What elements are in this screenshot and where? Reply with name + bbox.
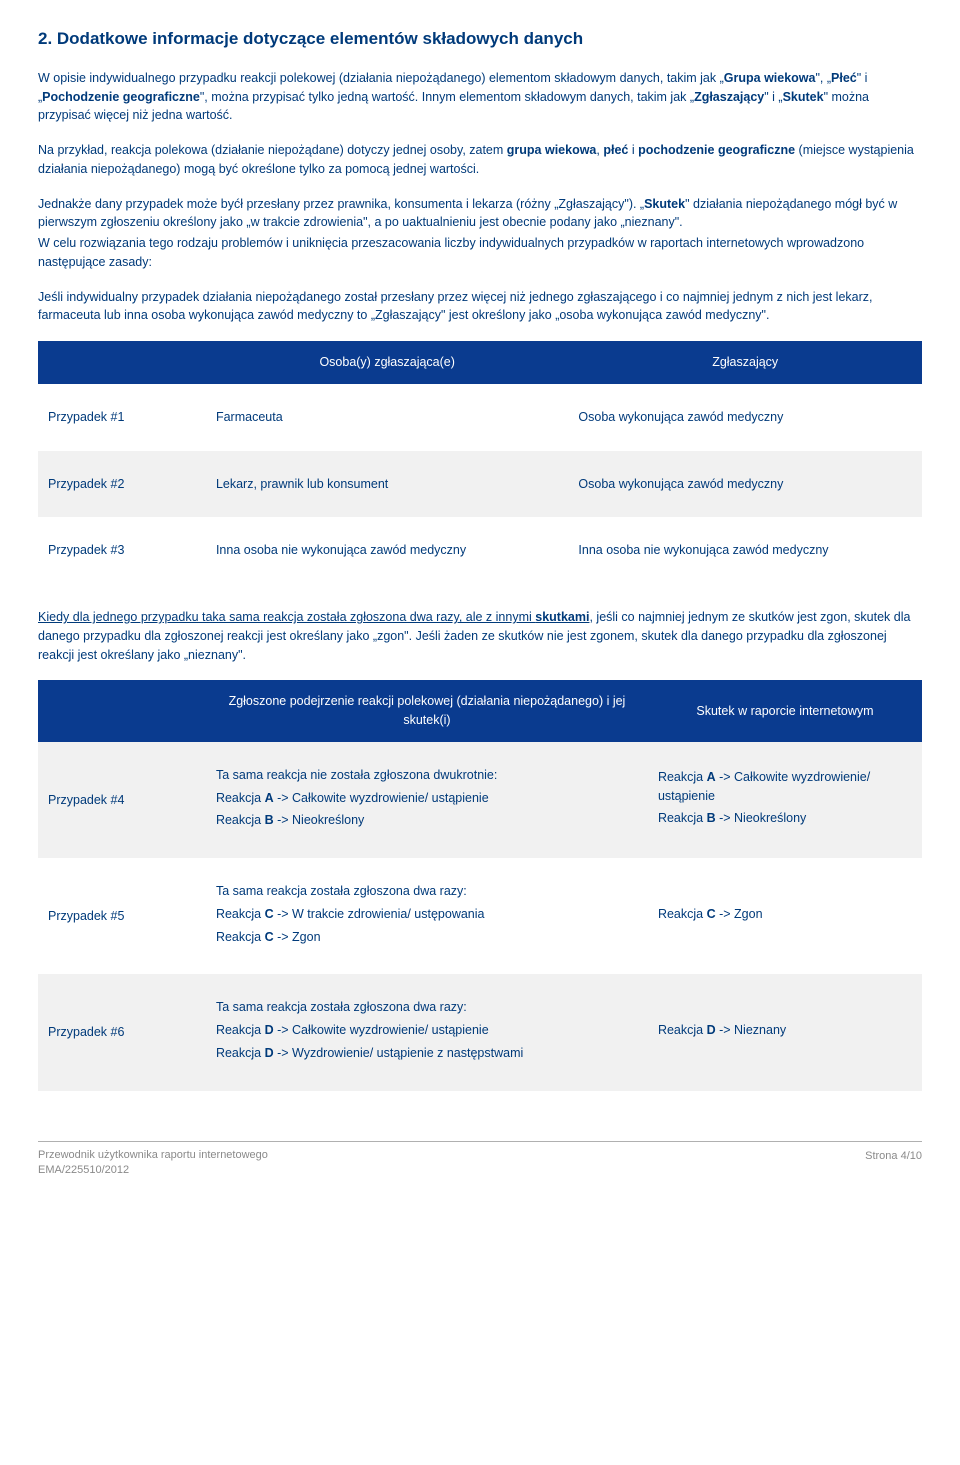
term-pochodzenie: pochodzenie geograficzne: [638, 143, 795, 157]
table-row: Przypadek #5 Ta sama reakcja została zgł…: [38, 858, 922, 974]
paragraph-2: Na przykład, reakcja polekowa (działanie…: [38, 141, 922, 179]
text: Reakcja B -> Nieokreślony: [216, 811, 638, 830]
text: Ta sama reakcja została zgłoszona dwa ra…: [216, 998, 638, 1017]
table-row: Przypadek #6 Ta sama reakcja została zgł…: [38, 974, 922, 1090]
case-label: Przypadek #3: [38, 517, 206, 584]
text: Reakcja D -> Wyzdrowienie/ ustąpienie z …: [216, 1044, 638, 1063]
term-skutek: Skutek: [644, 197, 685, 211]
paragraph-5: Kiedy dla jednego przypadku taka sama re…: [38, 608, 922, 664]
page-footer: Przewodnik użytkownika raportu interneto…: [38, 1141, 922, 1179]
footer-left: Przewodnik użytkownika raportu interneto…: [38, 1148, 268, 1179]
cell-reporter: Inna osoba nie wykonująca zawód medyczny: [206, 517, 568, 584]
term-skutek: Skutek: [783, 90, 824, 104]
text: Reakcja A -> Całkowite wyzdrowienie/ ust…: [216, 789, 638, 808]
text: Jednakże dany przypadek może byćł przesł…: [38, 197, 644, 211]
footer-page: Strona 4/10: [865, 1148, 922, 1179]
cell-reporter: Lekarz, prawnik lub konsument: [206, 451, 568, 518]
header-skutek: Skutek w raporcie internetowym: [648, 680, 922, 742]
header-zglaszajacy: Zgłaszający: [568, 341, 922, 384]
text: Reakcja A -> Całkowite wyzdrowienie/ ust…: [658, 768, 912, 806]
table-outcome: Zgłoszone podejrzenie reakcji polekowej …: [38, 680, 922, 1090]
text: Reakcja D -> Nieznany: [658, 1021, 912, 1040]
cell-classified: Inna osoba nie wykonująca zawód medyczny: [568, 517, 922, 584]
term-skutkami: skutkami: [535, 610, 589, 624]
text: Ta sama reakcja nie została zgłoszona dw…: [216, 766, 638, 785]
cell-classified: Osoba wykonująca zawód medyczny: [568, 384, 922, 451]
text: Na przykład, reakcja polekowa (działanie…: [38, 143, 507, 157]
term-pochodzenie: Pochodzenie geograficzne: [42, 90, 200, 104]
table-header-row: Osoba(y) zgłaszająca(e) Zgłaszający: [38, 341, 922, 384]
term-grupa-wiekowa: grupa wiekowa: [507, 143, 597, 157]
paragraph-3b: W celu rozwiązania tego rodzaju problemó…: [38, 234, 922, 272]
table-row: Przypadek #1 Farmaceuta Osoba wykonująca…: [38, 384, 922, 451]
text: W opisie indywidualnego przypadku reakcj…: [38, 71, 724, 85]
header-empty: [38, 341, 206, 384]
cell-reactions: Ta sama reakcja została zgłoszona dwa ra…: [206, 974, 648, 1090]
table-reporter: Osoba(y) zgłaszająca(e) Zgłaszający Przy…: [38, 341, 922, 584]
paragraph-3: Jednakże dany przypadek może byćł przesł…: [38, 195, 922, 233]
text: Reakcja D -> Całkowite wyzdrowienie/ ust…: [216, 1021, 638, 1040]
text: ", można przypisać tylko jedną wartość. …: [200, 90, 694, 104]
text: " i „: [764, 90, 782, 104]
table-header-row: Zgłoszone podejrzenie reakcji polekowej …: [38, 680, 922, 742]
text: Ta sama reakcja została zgłoszona dwa ra…: [216, 882, 638, 901]
cell-reactions: Ta sama reakcja nie została zgłoszona dw…: [206, 742, 648, 858]
paragraph-4: Jeśli indywidualny przypadek działania n…: [38, 288, 922, 326]
cell-outcome: Reakcja D -> Nieznany: [648, 974, 922, 1090]
page-heading: 2. Dodatkowe informacje dotyczące elemen…: [38, 28, 922, 51]
text: Reakcja B -> Nieokreślony: [658, 809, 912, 828]
cell-reactions: Ta sama reakcja została zgłoszona dwa ra…: [206, 858, 648, 974]
term-plec: Płeć: [831, 71, 857, 85]
header-osoby: Osoba(y) zgłaszająca(e): [206, 341, 568, 384]
cell-outcome: Reakcja C -> Zgon: [648, 858, 922, 974]
term-grupa-wiekowa: Grupa wiekowa: [724, 71, 816, 85]
case-label: Przypadek #5: [38, 858, 206, 974]
text: ", „: [815, 71, 831, 85]
case-label: Przypadek #1: [38, 384, 206, 451]
header-empty: [38, 680, 206, 742]
cell-reporter: Farmaceuta: [206, 384, 568, 451]
text-underlined: Kiedy dla jednego przypadku taka sama re…: [38, 610, 535, 624]
header-reakcje: Zgłoszone podejrzenie reakcji polekowej …: [206, 680, 648, 742]
cell-outcome: Reakcja A -> Całkowite wyzdrowienie/ ust…: [648, 742, 922, 858]
cell-classified: Osoba wykonująca zawód medyczny: [568, 451, 922, 518]
text: i: [628, 143, 638, 157]
case-label: Przypadek #4: [38, 742, 206, 858]
term-plec: płeć: [603, 143, 628, 157]
case-label: Przypadek #6: [38, 974, 206, 1090]
table-row: Przypadek #2 Lekarz, prawnik lub konsume…: [38, 451, 922, 518]
case-label: Przypadek #2: [38, 451, 206, 518]
table-row: Przypadek #3 Inna osoba nie wykonująca z…: [38, 517, 922, 584]
text: Reakcja C -> W trakcie zdrowienia/ ustęp…: [216, 905, 638, 924]
term-zglaszajacy: Zgłaszający: [694, 90, 764, 104]
footer-docid: EMA/225510/2012: [38, 1163, 268, 1178]
table-row: Przypadek #4 Ta sama reakcja nie została…: [38, 742, 922, 858]
text: Reakcja C -> Zgon: [658, 905, 912, 924]
paragraph-1: W opisie indywidualnego przypadku reakcj…: [38, 69, 922, 125]
text: Reakcja C -> Zgon: [216, 928, 638, 947]
footer-title: Przewodnik użytkownika raportu interneto…: [38, 1148, 268, 1163]
